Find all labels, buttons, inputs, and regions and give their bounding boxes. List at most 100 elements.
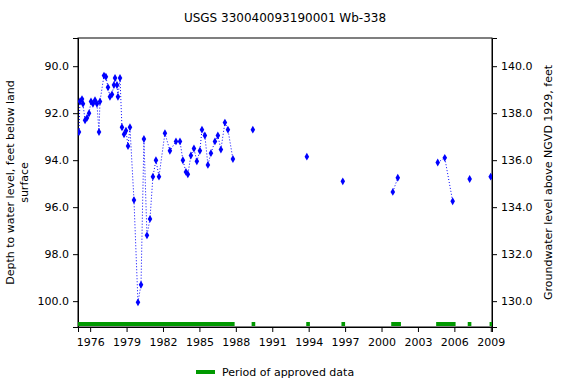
y-axis-tick-mark (73, 254, 78, 255)
data-point (467, 175, 472, 183)
y2-axis-tick-label: 138.0 (501, 107, 533, 120)
y-axis-tick-mark (73, 301, 78, 302)
y2-axis-tick: 134.0 (492, 201, 533, 214)
y-axis-title: Depth to water level, feet below land (4, 80, 17, 285)
y2-axis: 130.0 132.0 134.0 136.0 138.0 140.0 (492, 39, 533, 328)
y2-axis-title: Groundwater level above NGVD 1929, feet (542, 64, 555, 300)
chart: USGS 330040093190001 Wb-3381976197919821… (0, 0, 576, 384)
x-axis-tick: 1985 (186, 327, 214, 349)
x-axis-tick: 1991 (259, 327, 287, 349)
y-axis-title: surface (18, 162, 31, 203)
y-axis-tick-mark (73, 66, 78, 67)
y2-axis-tick-label: 134.0 (501, 201, 533, 214)
data-point (216, 132, 221, 140)
y-axis-tick-mark (73, 207, 78, 208)
data-point (186, 170, 191, 178)
y2-axis-line (493, 39, 498, 328)
x-axis-tick: 2009 (477, 327, 505, 349)
x-axis-tick: 2003 (404, 327, 432, 349)
data-point (132, 196, 137, 204)
x-axis-tick: 2006 (441, 327, 469, 349)
y-axis-tick-label: 92.0 (45, 107, 70, 120)
y-axis-tick: 94.0 (45, 154, 79, 167)
x-axis-tick-mark (90, 327, 91, 332)
x-axis-tick-label: 1997 (332, 336, 360, 349)
y2-axis-tick: 130.0 (492, 295, 533, 308)
x-axis-tick: 1979 (113, 327, 141, 349)
legend: Period of approved data (196, 366, 354, 379)
data-point (219, 146, 224, 154)
y-axis-tick-label: 100.0 (38, 295, 70, 308)
x-axis-line (79, 328, 493, 333)
x-axis-tick: 1976 (77, 327, 105, 349)
data-point (128, 123, 133, 131)
data-point (195, 157, 200, 165)
x-axis-tick: 2000 (368, 327, 396, 349)
data-point (341, 177, 346, 185)
data-point (115, 81, 120, 89)
y-axis-tick: 96.0 (45, 201, 79, 214)
data-line (79, 76, 491, 303)
data-point (223, 119, 228, 127)
y2-axis-tick-label: 130.0 (501, 295, 533, 308)
x-axis-tick-mark (345, 327, 346, 332)
data-point (391, 188, 396, 196)
y2-axis-tick: 136.0 (492, 154, 533, 167)
y2-axis-tick-mark (492, 254, 497, 255)
y-axis-line (73, 39, 79, 328)
data-point (116, 93, 121, 101)
data-point (396, 174, 401, 182)
data-point (113, 74, 118, 82)
x-axis: 1976 1979 1982 1985 1988 1991 1994 1997 2000 2003… (77, 327, 506, 349)
data-point (163, 129, 168, 137)
y-axis-tick-label: 98.0 (45, 248, 70, 261)
x-axis-tick-mark (127, 327, 128, 332)
x-axis-tick-mark (163, 327, 164, 332)
data-point (450, 197, 455, 205)
x-axis-tick-mark (454, 327, 455, 332)
data-point (106, 83, 111, 91)
data-point (154, 156, 159, 164)
y2-axis-tick: 140.0 (492, 60, 533, 73)
data-point (442, 154, 447, 162)
data-point (78, 128, 81, 136)
x-axis-tick: 1988 (222, 327, 250, 349)
y-axis-tick: 92.0 (45, 107, 79, 120)
y-axis-tick: 90.0 (45, 60, 79, 73)
y2-axis-tick-mark (492, 301, 497, 302)
y2-axis-tick: 138.0 (492, 107, 533, 120)
legend-label: Period of approved data (222, 366, 354, 379)
data-point (178, 137, 183, 145)
y-axis-tick-label: 90.0 (45, 60, 70, 73)
y2-axis-tick-mark (492, 207, 497, 208)
plot-data (78, 72, 492, 326)
y-axis-tick-mark (73, 160, 78, 161)
data-point (148, 215, 153, 223)
x-axis-tick-label: 1994 (295, 336, 323, 349)
x-axis-tick-label: 1985 (186, 336, 214, 349)
x-axis-tick-mark (199, 327, 200, 332)
legend-swatch (196, 370, 215, 374)
y2-axis-tick-mark (492, 66, 497, 67)
x-axis-tick-label: 2000 (368, 336, 396, 349)
approved-period (468, 322, 472, 326)
x-axis-tick-mark (491, 327, 492, 332)
data-point (157, 173, 162, 181)
data-point (206, 161, 211, 169)
approved-period (252, 322, 256, 326)
x-axis-tick-label: 1982 (149, 336, 177, 349)
approved-period (306, 322, 310, 326)
data-point (139, 281, 144, 289)
data-point (124, 127, 129, 135)
data-point (145, 231, 150, 239)
approved-period (341, 322, 345, 326)
data-point (181, 156, 186, 164)
y-axis-tick: 100.0 (38, 295, 79, 308)
data-point (110, 90, 115, 98)
x-axis-tick-label: 1988 (222, 336, 250, 349)
y2-axis-tick-label: 132.0 (501, 248, 533, 261)
x-axis-tick-mark (309, 327, 310, 332)
y2-axis-tick-label: 140.0 (501, 60, 533, 73)
data-point (174, 137, 179, 145)
data-point (213, 137, 218, 145)
